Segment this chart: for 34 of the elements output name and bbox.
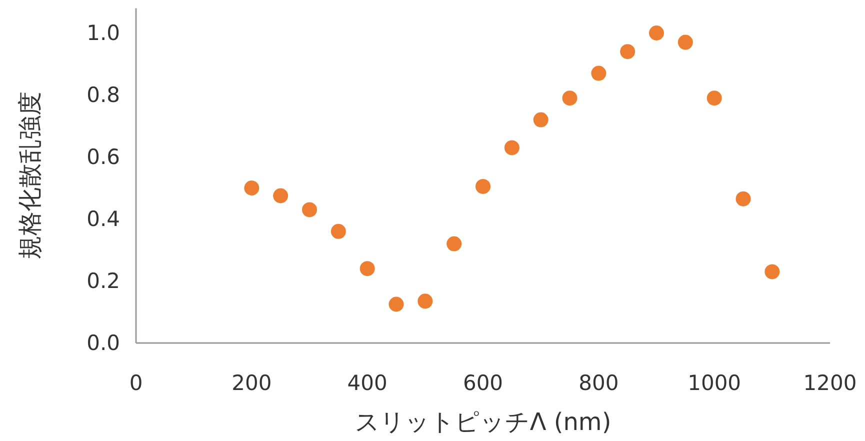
x-tick-label: 1000 [688, 371, 742, 395]
point [562, 90, 578, 106]
y-axis-title: 規格化散乱強度 [16, 92, 44, 260]
x-axis-title: スリットピッチΛ (nm) [354, 408, 612, 436]
point [706, 90, 722, 106]
point [504, 140, 520, 156]
point [620, 44, 636, 60]
point [591, 66, 606, 81]
point [649, 26, 664, 40]
x-tick-label: 600 [462, 371, 504, 395]
x-tick-label: 1200 [803, 371, 857, 395]
y-tick-label: 0.4 [86, 207, 120, 231]
x-tick-label: 200 [232, 371, 272, 395]
point [736, 191, 751, 206]
point [533, 112, 548, 128]
point [244, 180, 260, 196]
y-tick-label: 0.8 [86, 83, 120, 107]
y-tick-label: 0.6 [86, 145, 120, 169]
x-tick-label: 400 [347, 371, 388, 395]
x-tick-label: 800 [578, 371, 619, 395]
point [388, 296, 404, 312]
y-tick-label: 1.0 [86, 21, 120, 45]
point [476, 178, 490, 194]
point [330, 224, 346, 239]
point [418, 294, 433, 309]
point [360, 261, 375, 276]
y-tick-label: 0.2 [86, 269, 120, 293]
x-tick-label: 0 [129, 371, 143, 395]
y-tick-label: 0.0 [86, 331, 120, 355]
point [678, 34, 693, 50]
point [764, 264, 780, 280]
point [302, 202, 317, 218]
point [273, 188, 288, 204]
point [446, 236, 462, 252]
